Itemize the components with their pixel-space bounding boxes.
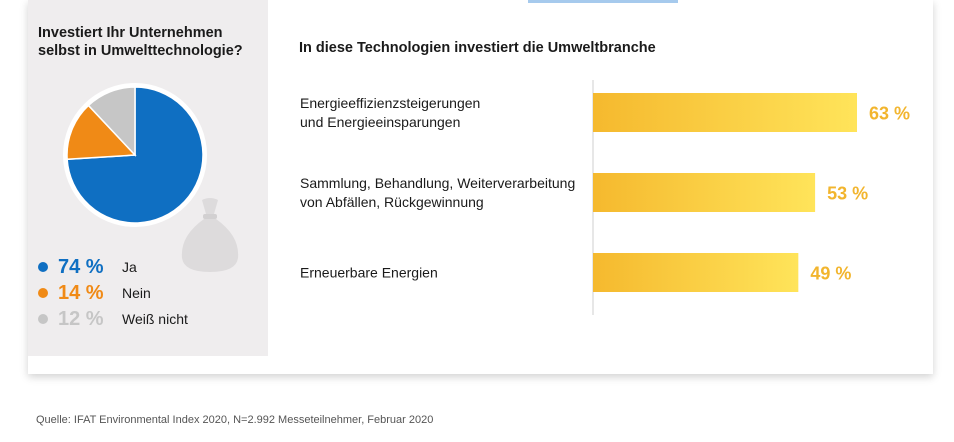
pie-title: Investiert Ihr Unternehmen selbst in Umw…	[38, 25, 243, 59]
bar-value-label: 49 %	[810, 264, 851, 284]
legend-label-nein: Nein	[122, 285, 151, 301]
bar-category-label: von Abfällen, Rückgewinnung	[300, 194, 484, 210]
bar-category-label: Sammlung, Behandlung, Weiterverarbeitung	[300, 175, 575, 191]
pie-chart	[63, 83, 207, 227]
money-bag-icon	[181, 198, 239, 272]
legend-dot-weiss-nicht	[38, 314, 48, 324]
legend-dot-nein	[38, 288, 48, 298]
legend-item-weiss-nicht: 12 % Weiß nicht	[38, 306, 188, 332]
pie-legend: 74 % Ja 14 % Nein 12 % Weiß nicht	[38, 254, 188, 332]
pie-slice-weiss-nicht	[87, 86, 136, 157]
bar-category-label: und Energieeinsparungen	[300, 114, 460, 130]
bar-chart-title: In diese Technologien investiert die Umw…	[299, 40, 656, 56]
pie-slice-nein	[66, 104, 137, 161]
legend-value-nein: 14 %	[58, 281, 104, 304]
legend-label-weiss-nicht: Weiß nicht	[122, 311, 188, 327]
legend-value-weiss-nicht: 12 %	[58, 307, 104, 330]
legend-dot-ja	[38, 262, 48, 272]
bar	[593, 173, 816, 212]
legend-label-ja: Ja	[122, 259, 137, 275]
bar-chart: Energieeffizienzsteigerungen und Energiee…	[300, 80, 910, 315]
bar-row: Erneuerbare Energien 49 %	[300, 253, 851, 292]
bar-value-label: 53 %	[827, 184, 868, 204]
bar-category-label: Energieeffizienzsteigerungen	[300, 95, 480, 111]
legend-item-nein: 14 % Nein	[38, 280, 188, 306]
bar-value-label: 63 %	[869, 104, 910, 124]
bar-category-label: Erneuerbare Energien	[300, 265, 438, 281]
bar-row: Sammlung, Behandlung, Weiterverarbeitung…	[300, 173, 868, 212]
legend-item-ja: 74 % Ja	[38, 254, 188, 280]
bar	[593, 253, 799, 292]
source-note: Quelle: IFAT Environmental Index 2020, N…	[36, 414, 434, 426]
bar	[593, 93, 857, 132]
legend-value-ja: 74 %	[58, 255, 104, 278]
bar-row: Energieeffizienzsteigerungen und Energiee…	[300, 93, 910, 132]
top-accent-line	[528, 0, 678, 3]
